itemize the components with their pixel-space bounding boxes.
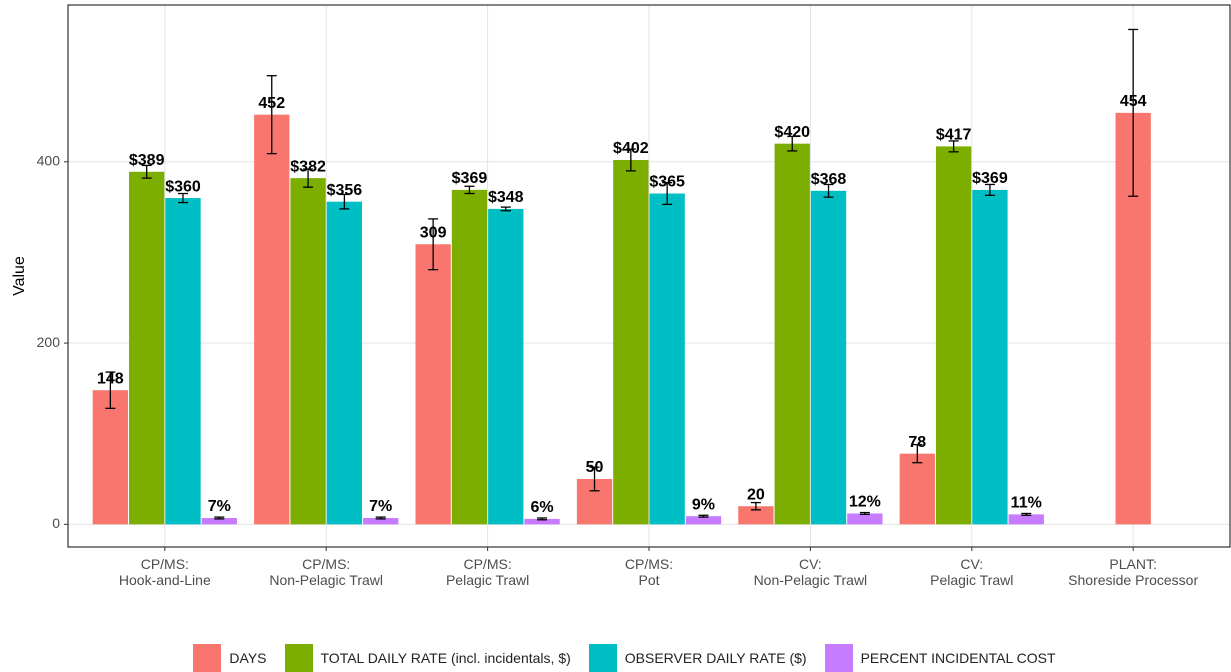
data-label: $365 (649, 174, 685, 191)
error-bar (464, 185, 475, 195)
data-label: $356 (327, 182, 363, 199)
legend-key (824, 644, 853, 672)
error-bar (787, 135, 798, 152)
bar (129, 171, 165, 525)
error-bar (984, 183, 995, 196)
error-bar (303, 168, 314, 188)
bar (847, 513, 883, 525)
bar (92, 390, 129, 525)
bar (165, 198, 201, 525)
data-label: $368 (811, 171, 847, 188)
data-label: 452 (258, 95, 285, 112)
data-label: 11% (1011, 495, 1042, 512)
error-bar (214, 516, 225, 520)
data-label: $417 (936, 127, 972, 144)
x-tick-label: CP/MS: Pot (624, 556, 674, 588)
y-tick-label: 200 (37, 334, 61, 350)
data-label: 454 (1120, 93, 1147, 110)
data-label: $402 (613, 140, 649, 157)
grid (68, 5, 1230, 547)
bar (738, 506, 774, 525)
error-bar (177, 192, 188, 204)
data-label: 7% (369, 498, 392, 515)
data-label: 7% (208, 498, 231, 515)
bar (649, 193, 685, 525)
bar (290, 178, 326, 525)
error-bar (1128, 28, 1139, 197)
legend-label: DAYS (229, 650, 267, 666)
data-label: $369 (972, 170, 1008, 187)
error-bar (625, 148, 636, 172)
chart: Value 0 200 400 148 $389$360 7% 452 $382$356 7% 3… (11, 4, 1231, 551)
error-bar (339, 193, 350, 210)
bar (899, 453, 935, 525)
bar (254, 114, 290, 525)
legend-label: OBSERVER DAILY RATE ($) (624, 650, 807, 666)
data-label: 78 (908, 434, 926, 451)
error-bar (266, 75, 277, 155)
error-bar (589, 466, 600, 492)
data-label: $420 (774, 124, 810, 141)
legend-label: PERCENT INCIDENTAL COST (860, 650, 1056, 666)
data-label: $389 (129, 152, 165, 169)
data-label: 6% (531, 499, 554, 516)
error-bar (500, 206, 511, 212)
data-label: $382 (290, 158, 326, 175)
legend-label: TOTAL DAILY RATE (incl. incidentals, $) (320, 650, 571, 666)
error-bar (948, 140, 959, 153)
error-bar (750, 501, 761, 511)
data-label: 20 (747, 486, 765, 503)
data-label: 12% (849, 494, 881, 511)
panel-border (67, 4, 1231, 548)
error-bar (912, 443, 923, 464)
data-label: 309 (420, 224, 447, 241)
x-tick-label: PLANT: Shoreside Processor (1068, 556, 1199, 588)
bar (488, 208, 524, 525)
bar (524, 518, 560, 525)
data-label: $369 (452, 170, 488, 187)
legend-key (284, 644, 313, 672)
y-axis-label: Value (11, 256, 28, 296)
x-tick-label: CP/MS: Pelagic Trawl (445, 556, 530, 588)
legend-key (588, 644, 617, 672)
data-label: 50 (586, 459, 604, 476)
data-label: 148 (97, 370, 124, 387)
legend-key (193, 644, 222, 672)
x-tick-label: CP/MS: Hook-and-Line (118, 556, 211, 588)
y-tick-label: 400 (37, 153, 61, 169)
error-bar (698, 514, 709, 518)
data-label: $360 (165, 178, 201, 195)
error-bar (662, 181, 673, 206)
error-bar (537, 517, 548, 521)
legend: DAYS TOTAL DAILY RATE (incl. incidentals,… (0, 644, 1231, 672)
error-bar (375, 516, 386, 520)
bar (685, 516, 722, 525)
data-label: 9% (692, 496, 715, 513)
bar (451, 189, 488, 525)
error-bar (823, 183, 834, 198)
bar (935, 146, 972, 525)
data-label: $348 (488, 189, 524, 206)
error-bar (428, 218, 439, 271)
bar (1008, 514, 1044, 525)
x-tick-label: CV: Non-Pelagic Trawl (753, 556, 868, 588)
error-bar (1021, 512, 1032, 516)
error-bar (859, 511, 870, 516)
bar (415, 244, 451, 525)
bar (326, 201, 363, 525)
bar (810, 190, 847, 525)
error-bar (141, 164, 152, 179)
bar (363, 517, 399, 525)
bar (972, 189, 1008, 525)
y-tick-label: 0 (52, 515, 60, 531)
error-bar (105, 371, 116, 409)
x-tick-label: CP/MS: Non-Pelagic Trawl (269, 556, 384, 588)
bar (201, 517, 237, 525)
bar (774, 143, 810, 525)
bar (613, 159, 649, 525)
x-tick-label: CV: Pelagic Trawl (930, 556, 1014, 588)
